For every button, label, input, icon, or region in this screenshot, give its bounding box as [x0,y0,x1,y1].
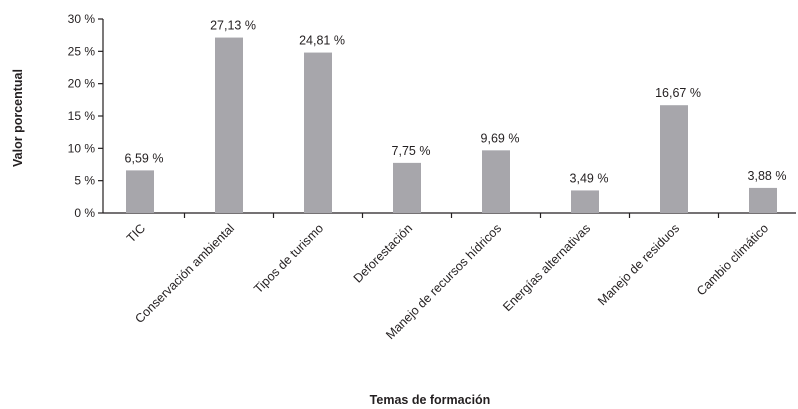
y-axis-title: Valor porcentual [11,69,25,167]
data-label: 16,67 % [655,86,701,100]
category-label: Cambio climático [694,221,771,298]
category-label: Deforestación [351,221,415,285]
y-tick-label: 10 % [68,141,96,155]
data-label: 6,59 % [125,151,164,165]
bar [215,37,243,214]
y-tick-label: 15 % [68,109,96,123]
category-label: TIC [124,221,148,245]
y-tick-label: 20 % [68,77,96,91]
y-axis: 0 % 5 % 10 % 15 % 20 % 25 % 30 % [68,12,104,220]
bar [571,190,599,213]
x-axis [103,212,796,218]
data-label: 27,13 % [210,19,256,33]
value-labels: 6,59 % 27,13 % 24,81 % 7,75 % 9,69 % 3,49 % 16… [125,19,787,186]
y-tick-label: 5 % [74,174,95,188]
data-label: 3,88 % [748,169,787,183]
bar [304,52,332,214]
y-tick-label: 25 % [68,44,96,58]
data-label: 3,49 % [570,171,609,185]
bar [482,150,510,213]
y-tick-label: 0 % [74,206,95,220]
bars [126,37,777,214]
category-label: Tipos de turismo [251,221,326,296]
bar [393,162,421,213]
bar [126,170,154,213]
x-axis-title: Temas de formación [370,393,491,407]
bar [749,187,777,213]
category-label: Conservación ambiental [132,221,237,326]
category-label: Manejo de residuos [595,221,682,308]
data-label: 7,75 % [392,144,431,158]
bar [660,105,688,213]
data-label: 9,69 % [481,131,520,145]
y-tick-label: 30 % [68,12,96,26]
category-label: Energías alternativas [500,221,593,314]
data-label: 24,81 % [299,34,345,48]
